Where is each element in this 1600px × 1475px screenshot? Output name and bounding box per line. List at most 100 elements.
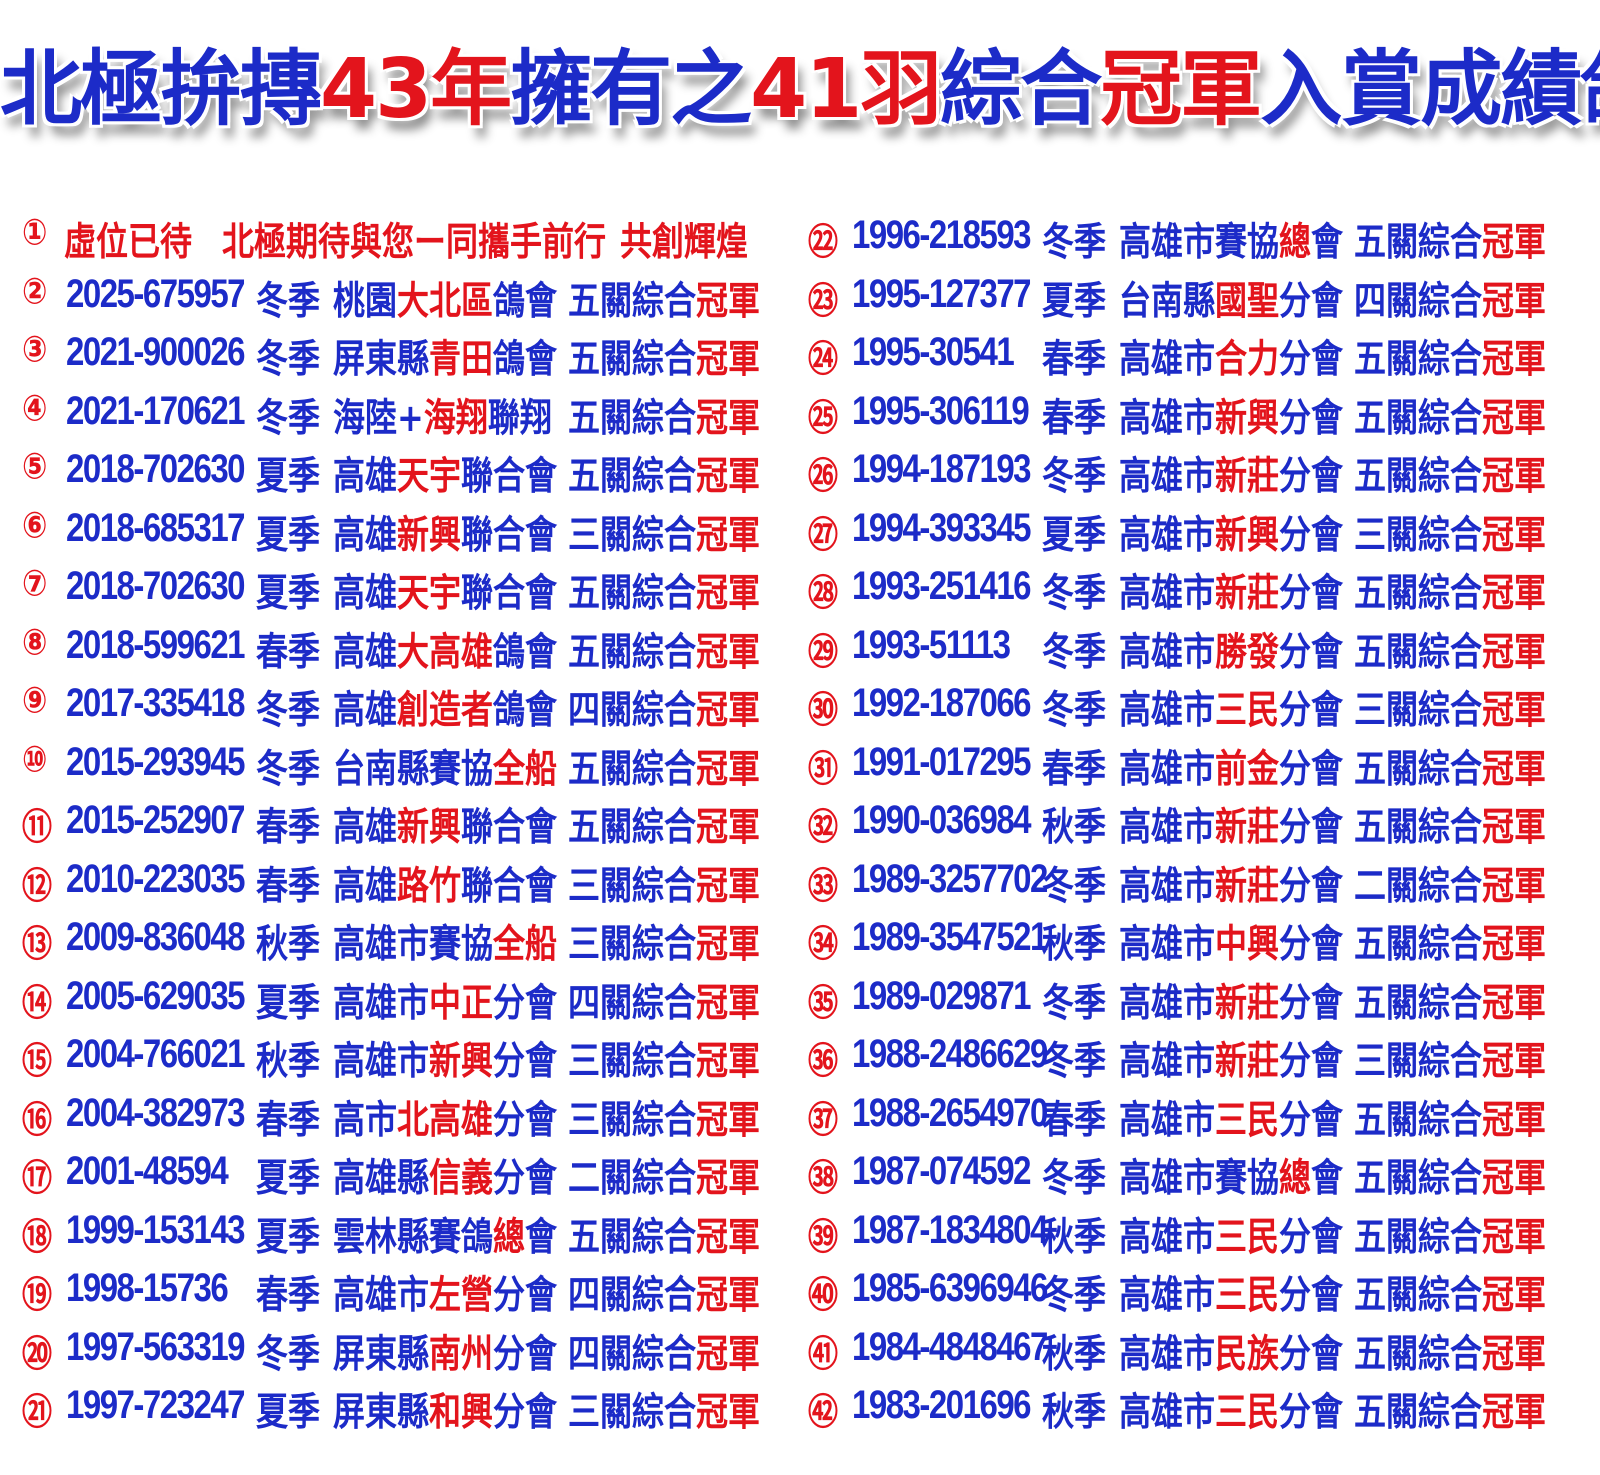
season: 冬季 xyxy=(1042,687,1107,733)
season: 冬季 xyxy=(1042,1038,1107,1084)
award: 三關綜合冠軍 xyxy=(568,505,760,560)
ring-id: 1998-15736 xyxy=(66,1265,229,1310)
season: 冬季 xyxy=(256,394,321,441)
club-part: 高雄市 xyxy=(1119,979,1216,1026)
award-part: 五關綜合 xyxy=(1354,1272,1483,1318)
award-part: 三關綜合 xyxy=(1354,511,1483,558)
award: 五關綜合冠軍 xyxy=(1354,563,1546,618)
award-part: 五關綜合 xyxy=(1354,745,1483,792)
note: 共創輝煌 xyxy=(620,219,749,265)
ring-id: 1987-074592 xyxy=(852,1148,1032,1193)
record-row: ⑱ 1999-153143 夏季 雲林縣賽鴿總會 五關綜合冠軍 xyxy=(22,1201,802,1262)
club: 高雄市左營分會 xyxy=(333,1265,557,1320)
row-number: ㊳ xyxy=(808,1157,838,1200)
row-number: ㉟ xyxy=(808,982,838,1025)
club-part: 分會 xyxy=(493,1330,558,1377)
row-number: ㉛ xyxy=(808,748,838,791)
club-part: 分會 xyxy=(493,1155,558,1201)
season: 夏季 xyxy=(256,979,321,1026)
ring-id: 2018-702630 xyxy=(66,563,246,608)
club-part: 新興 xyxy=(397,804,462,850)
ring-id: 2015-293945 xyxy=(66,738,246,783)
award: 五關綜合冠軍 xyxy=(1354,622,1546,677)
club-part: 三民 xyxy=(1215,1389,1280,1435)
award-part: 冠軍 xyxy=(696,1038,761,1084)
club-part: 前金 xyxy=(1215,745,1280,792)
row-number: ㊵ xyxy=(808,1274,838,1317)
club-part: 高雄市 xyxy=(1119,628,1216,675)
club-part: 左營 xyxy=(429,1272,494,1318)
record-row: ② 2025-675957 冬季 桃園大北區鴿會 五關綜合冠軍 xyxy=(22,265,802,324)
club: 高雄市三民分會 xyxy=(1119,1207,1343,1262)
award: 四關綜合冠軍 xyxy=(568,1324,760,1379)
club-part: 三民 xyxy=(1215,687,1280,733)
season: 春季 xyxy=(256,1096,321,1143)
award-part: 冠軍 xyxy=(696,1096,761,1143)
club: 高雄市中正分會 xyxy=(333,973,557,1028)
club-part: 全船 xyxy=(493,745,558,792)
award-part: 五關綜合 xyxy=(1354,219,1483,265)
award-part: 五關綜合 xyxy=(568,745,697,792)
club: 高雄市三民分會 xyxy=(1119,1265,1343,1320)
record-row: ⑪ 2015-252907 春季 高雄新興聯合會 五關綜合冠軍 xyxy=(22,791,802,850)
club-part: 高雄 xyxy=(333,628,398,675)
award: 三關綜合冠軍 xyxy=(568,1382,760,1437)
row-number: ⑭ xyxy=(22,982,52,1025)
club-part: 鴿會 xyxy=(493,336,558,382)
club-part: 分會 xyxy=(1279,1389,1344,1435)
award-part: 冠軍 xyxy=(1482,1272,1547,1318)
club-part: 高雄市 xyxy=(1119,511,1216,558)
award: 五關綜合冠軍 xyxy=(568,563,760,618)
award: 五關綜合冠軍 xyxy=(1354,388,1546,443)
club-part: 海翔 xyxy=(423,394,488,441)
club-part: 南州 xyxy=(429,1330,494,1377)
club: 雲林縣賽鴿總會 xyxy=(333,1207,557,1262)
club-part: 台南縣 xyxy=(1119,277,1216,324)
award-part: 冠軍 xyxy=(696,453,761,499)
row-number: ㊷ xyxy=(808,1391,838,1434)
record-row: ⑮ 2004-766021 秋季 高雄市新興分會 三關綜合冠軍 xyxy=(22,1025,802,1084)
season: 冬季 xyxy=(256,745,321,792)
ring-id: 1997-563319 xyxy=(66,1323,246,1368)
ring-id: 2018-599621 xyxy=(66,621,246,666)
title-part: 擁有之 xyxy=(510,42,752,137)
club: 高雄大高雄鴿會 xyxy=(333,622,557,677)
club-part: 新莊 xyxy=(1215,1038,1280,1084)
award: 五關綜合冠軍 xyxy=(568,329,760,384)
record-row: ㉒ 1996-218593 冬季 高雄市賽協總會 五關綜合冠軍 xyxy=(808,206,1588,265)
ring-id: 1985-6396946 xyxy=(852,1265,1048,1310)
award: 五關綜合冠軍 xyxy=(568,622,760,677)
club-part: 高雄市 xyxy=(333,979,430,1026)
award-part: 三關綜合 xyxy=(568,1389,697,1435)
award-part: 冠軍 xyxy=(696,1155,761,1201)
award-part: 冠軍 xyxy=(1482,277,1547,324)
club: 高雄市勝發分會 xyxy=(1119,622,1343,677)
award-part: 冠軍 xyxy=(1482,862,1547,909)
award-part: 冠軍 xyxy=(696,1389,761,1435)
season: 夏季 xyxy=(1042,511,1107,558)
row-number: ㉔ xyxy=(808,338,838,381)
award: 三關綜合冠軍 xyxy=(1354,505,1546,560)
award-part: 冠軍 xyxy=(696,862,761,909)
club-part: 高雄市賽協 xyxy=(333,921,494,967)
club-part: 高雄市 xyxy=(333,1038,430,1084)
club-part: 高雄市 xyxy=(1119,1272,1216,1318)
club-part: 高雄市 xyxy=(1119,1389,1216,1435)
season: 冬季 xyxy=(256,1330,321,1377)
award: 三關綜合冠軍 xyxy=(1354,1031,1546,1086)
club: 高雄市新莊分會 xyxy=(1119,797,1343,852)
row-number: ⑬ xyxy=(22,923,52,966)
award-part: 三關綜合 xyxy=(568,1038,697,1084)
club: 高雄市新莊分會 xyxy=(1119,1031,1343,1086)
award-part: 冠軍 xyxy=(1482,1096,1547,1143)
club: 台南縣賽協全船 xyxy=(333,739,557,794)
club-part: 分會 xyxy=(1279,1272,1344,1318)
club: 高雄市合力分會 xyxy=(1119,329,1343,384)
award: 五關綜合冠軍 xyxy=(1354,1324,1546,1379)
award-part: 五關綜合 xyxy=(1354,336,1483,382)
award: 三關綜合冠軍 xyxy=(568,856,760,911)
club-part: 分會 xyxy=(1279,1038,1344,1084)
ring-id: 1989-3257702 xyxy=(852,855,1048,900)
row-number: ㉗ xyxy=(808,514,838,557)
club: 高雄市新興分會 xyxy=(1119,388,1343,443)
